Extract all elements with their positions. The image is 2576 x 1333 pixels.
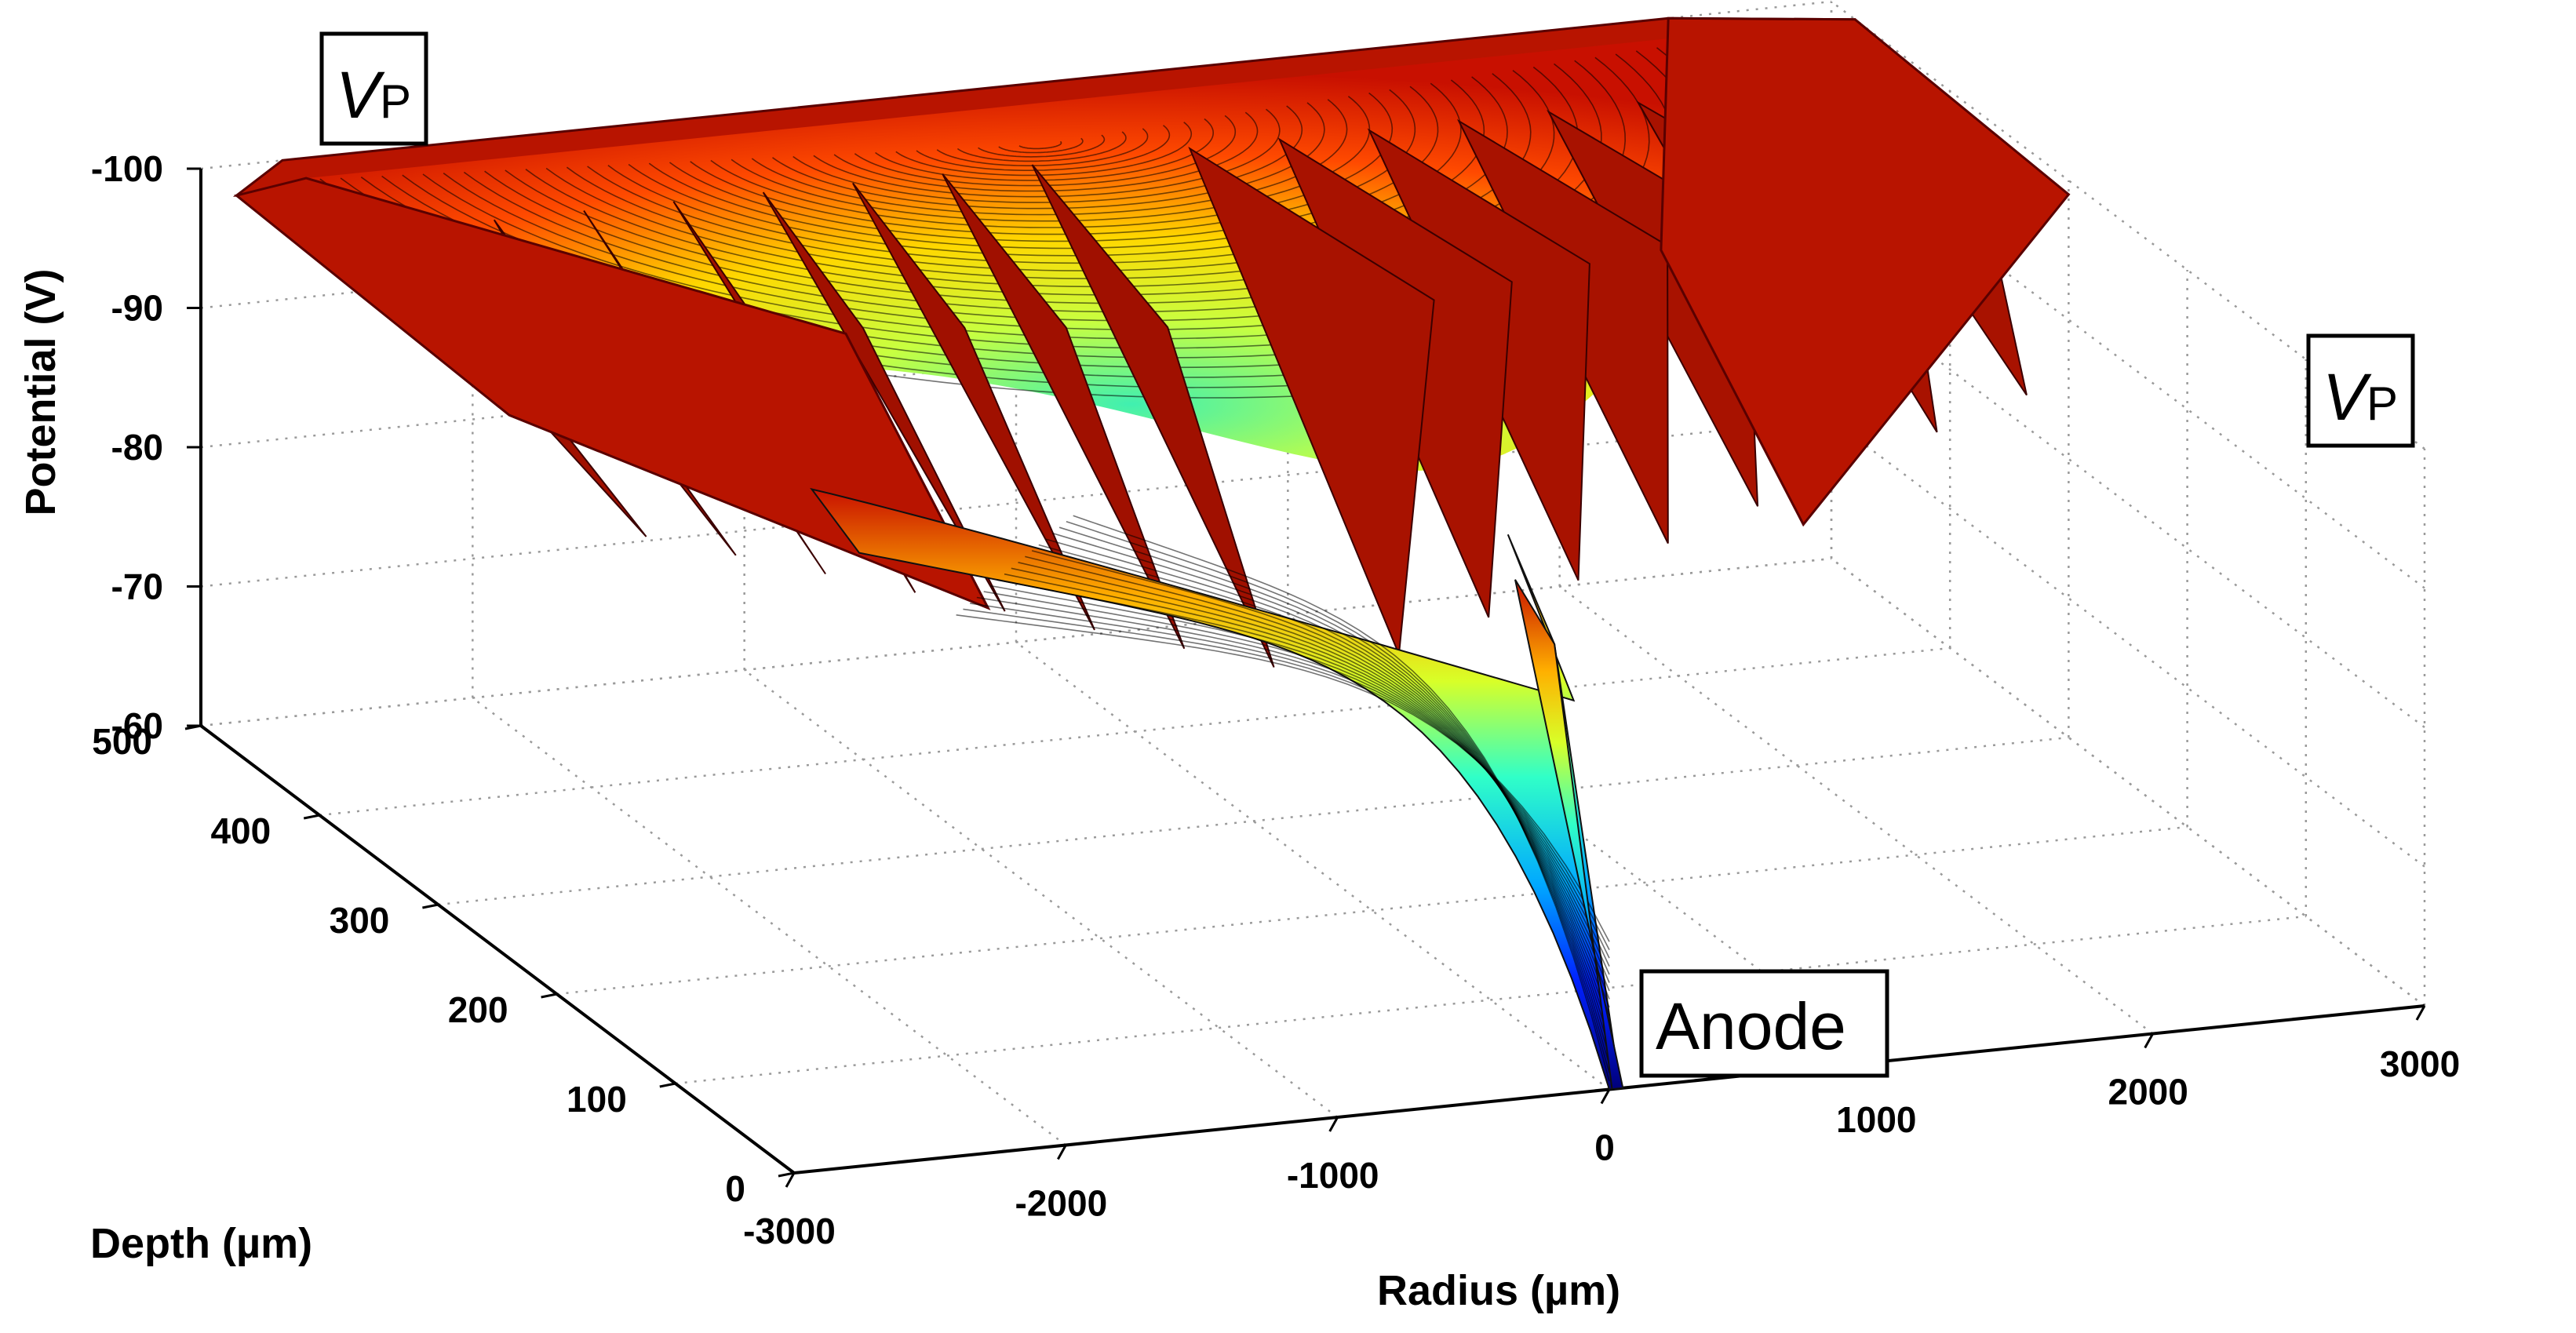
z-axis-label: Potential (V) [17, 268, 64, 515]
y-tick-mark-0 [778, 1171, 795, 1178]
svg-text:VP: VP [2323, 360, 2398, 434]
funnel-contour-18 [1073, 515, 1610, 1082]
tick-labels: -3000 -2000 -1000 0 1000 2000 3000 0 100 200 300 40… [91, 148, 2460, 1251]
grid-side-z-0 [1831, 558, 2425, 1007]
x-tick-label-1: -2000 [1015, 1183, 1108, 1224]
x-tick-label-3: 0 [1594, 1127, 1615, 1168]
annotation-vp-left-sub: P [380, 75, 411, 128]
grid-floor-x-5 [1558, 585, 2154, 1035]
annotation-vp-right-main: V [2323, 360, 2372, 434]
surface-contour-8 [875, 118, 1215, 181]
z-tick-label-1: -70 [111, 566, 163, 607]
z-tick-label-4: -100 [91, 148, 163, 189]
x-tick-mark-5 [2144, 1033, 2154, 1049]
svg-text:VP: VP [336, 58, 411, 132]
y-tick-label-5: 500 [92, 721, 152, 762]
surface-contour-5 [936, 128, 1149, 166]
x-tick-label-2: -1000 [1287, 1155, 1379, 1196]
grid-side-z-2 [1831, 279, 2425, 728]
x-tick-label-4: 1000 [1836, 1099, 1916, 1140]
surface-strip-left-7 [1031, 164, 1275, 668]
grid-floor-x-2 [743, 669, 1339, 1118]
surface-contour-6 [916, 125, 1171, 171]
surface-contour-2 [998, 137, 1084, 154]
x-tick-label-6: 3000 [2380, 1043, 2460, 1084]
anode-wall [1514, 579, 1624, 1091]
z-tick-label-0: -60 [111, 705, 163, 746]
y-tick-mark-4 [303, 814, 320, 820]
x-tick-mark-6 [2415, 1005, 2426, 1021]
surface-contour-7 [895, 122, 1193, 177]
grid-floor-x-3 [1015, 641, 1610, 1091]
surface-rim-left [234, 177, 991, 610]
z-tick-label-3: -90 [111, 288, 163, 329]
surface-contour-17 [690, 89, 1416, 235]
y-tick-label-0: 0 [725, 1168, 745, 1209]
x-tick-mark-1 [1057, 1144, 1067, 1160]
surface-strip-left-5 [852, 182, 1095, 631]
surface-contour-12 [792, 105, 1303, 203]
surface-contour-22 [587, 73, 1532, 271]
annotation-anode-text: Anode [1656, 989, 1846, 1063]
annotation-vp-right: VP [2306, 333, 2415, 448]
grid-floor-x-1 [472, 697, 1067, 1146]
surface-contour-15 [731, 96, 1371, 222]
y-tick-mark-3 [422, 903, 439, 909]
surface-strip-left-6 [942, 173, 1186, 650]
grid-side-z-3 [1831, 140, 2425, 589]
funnel-contour-2 [963, 608, 1610, 950]
x-tick-mark-0 [785, 1172, 796, 1188]
x-tick-mark-3 [1600, 1088, 1611, 1105]
x-tick-mark-2 [1328, 1116, 1339, 1132]
annotation-anode: Anode [1639, 969, 1889, 1078]
surface-contour-18 [669, 86, 1439, 242]
surface-contour-9 [854, 115, 1237, 187]
surface-strip-right-7 [1188, 146, 1435, 655]
funnel-contour-3 [970, 603, 1610, 959]
grid-side-z-1 [1831, 418, 2425, 868]
annotation-vp-right-sub: P [2366, 377, 2398, 430]
surface-contour-4 [956, 131, 1127, 162]
x-axis-label: Radius (µm) [1377, 1267, 1620, 1314]
z-tick-label-2: -80 [111, 427, 163, 468]
funnel-contour-4 [976, 596, 1610, 967]
x-tick-label-0: -3000 [743, 1211, 836, 1251]
surface-contour-10 [833, 111, 1259, 192]
surface-rim-right [1660, 16, 2071, 527]
x-tick-label-5: 2000 [2108, 1072, 2188, 1113]
potential-surface [232, 16, 2071, 1091]
y-tick-label-2: 200 [448, 989, 508, 1030]
y-axis-line [199, 724, 796, 1175]
grid-floor-y-3 [438, 736, 2069, 906]
y-tick-label-4: 400 [210, 810, 271, 851]
y-tick-label-3: 300 [330, 900, 390, 941]
grid-floor-y-2 [556, 825, 2188, 996]
y-tick-mark-2 [541, 992, 557, 999]
funnel-contour-1 [956, 614, 1610, 942]
surface-contour-3 [978, 134, 1106, 158]
annotation-vp-left-main: V [336, 58, 385, 132]
y-tick-label-1: 100 [567, 1079, 627, 1120]
annotation-vp-left: VP [319, 31, 428, 146]
grid-floor-y-4 [319, 646, 1951, 817]
grid-floor-y-1 [675, 915, 2306, 1085]
surface-contour-14 [751, 99, 1348, 216]
surface-contour-11 [813, 108, 1281, 198]
surface-contour-1 [1018, 140, 1062, 150]
surface-strip-left-4 [762, 191, 1006, 612]
y-axis-label: Depth (µm) [90, 1220, 312, 1267]
y-tick-mark-1 [659, 1082, 676, 1088]
